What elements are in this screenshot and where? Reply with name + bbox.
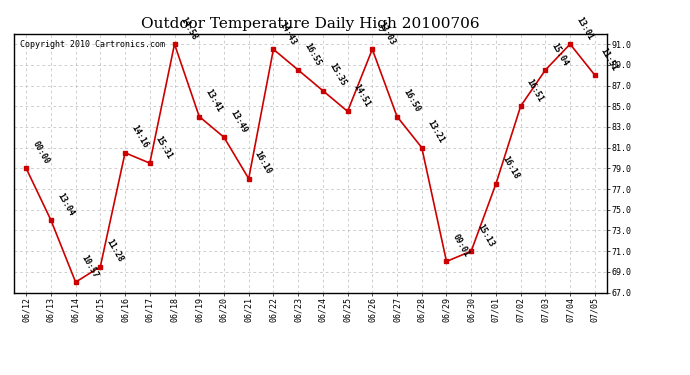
Text: 13:04: 13:04 <box>55 191 75 217</box>
Text: 16:55: 16:55 <box>302 41 323 67</box>
Text: 15:04: 15:04 <box>549 41 570 67</box>
Text: 10:57: 10:57 <box>80 253 100 279</box>
Text: 14:43: 14:43 <box>277 20 298 46</box>
Text: 14:51: 14:51 <box>352 82 372 109</box>
Text: 09:01: 09:01 <box>451 232 471 259</box>
Text: 14:58: 14:58 <box>179 15 199 41</box>
Text: 13:03: 13:03 <box>377 20 397 46</box>
Text: 16:10: 16:10 <box>253 150 273 176</box>
Text: 16:51: 16:51 <box>525 77 545 104</box>
Text: 14:16: 14:16 <box>129 124 150 150</box>
Text: 11:28: 11:28 <box>104 238 125 264</box>
Text: 13:01: 13:01 <box>574 15 595 41</box>
Text: 11:51: 11:51 <box>599 46 620 72</box>
Text: 15:35: 15:35 <box>327 62 347 88</box>
Text: 16:50: 16:50 <box>401 88 422 114</box>
Text: 13:49: 13:49 <box>228 108 248 135</box>
Text: 15:31: 15:31 <box>154 134 175 160</box>
Text: 00:00: 00:00 <box>30 140 50 165</box>
Title: Outdoor Temperature Daily High 20100706: Outdoor Temperature Daily High 20100706 <box>141 17 480 31</box>
Text: 13:21: 13:21 <box>426 118 446 145</box>
Text: 13:41: 13:41 <box>204 88 224 114</box>
Text: 15:13: 15:13 <box>475 222 495 248</box>
Text: Copyright 2010 Cartronics.com: Copyright 2010 Cartronics.com <box>20 40 165 49</box>
Text: 16:18: 16:18 <box>500 155 520 181</box>
